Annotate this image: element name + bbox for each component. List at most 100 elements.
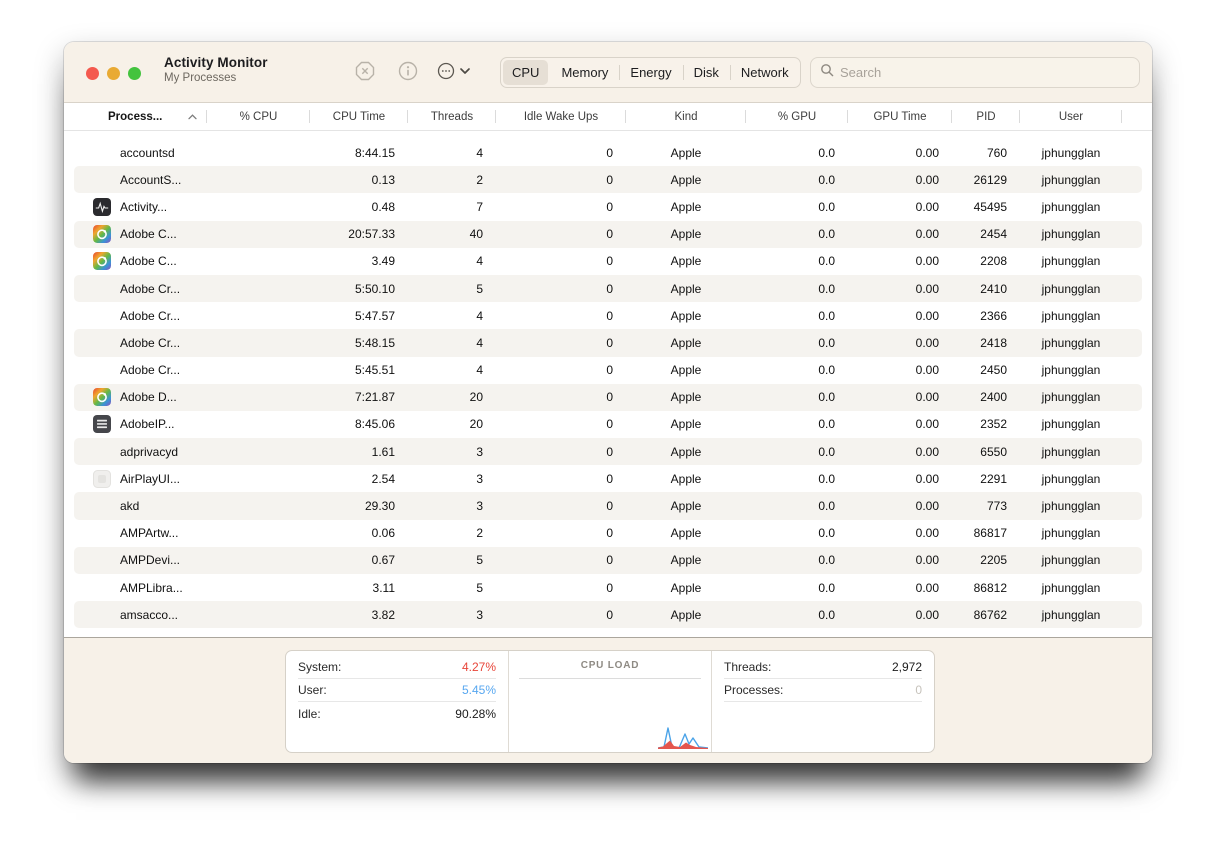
column-header-gpu[interactable]: % GPU (746, 103, 848, 130)
column-header-cpu-time[interactable]: CPU Time (310, 103, 408, 130)
process-row[interactable]: Adobe C... 3.49 4 0 Apple 0.0 0.00 2208 jphunggl… (74, 248, 1142, 275)
ellipsis-circle-chevron-icon (435, 59, 475, 88)
cell-threads: 4 (476, 254, 483, 269)
process-row[interactable]: Activity... 0.48 7 0 Apple 0.0 0.00 45495 jphung… (74, 193, 1142, 220)
process-row[interactable]: AMPArtw... 0.06 2 0 Apple 0.0 0.00 86817 jphungg… (74, 520, 1142, 547)
cell-cpu-time: 0.13 (371, 172, 395, 187)
cell-idle-wake-ups: 0 (606, 607, 613, 622)
process-row[interactable]: Adobe Cr... 5:47.57 4 0 Apple 0.0 0.00 2366 jphu… (74, 302, 1142, 329)
process-row[interactable]: Adobe D... 7:21.87 20 0 Apple 0.0 0.00 2400 jphu… (74, 383, 1142, 411)
process-name: adprivacyd (120, 444, 179, 459)
search-field[interactable] (810, 57, 1140, 88)
cell-cpu-time: 3.11 (372, 580, 395, 595)
cell-process-name: Activity... (74, 197, 207, 216)
process-row[interactable]: adprivacyd 1.61 3 0 Apple 0.0 0.00 6550 jphunggl… (74, 438, 1142, 466)
cell-idle-wake-ups: 0 (606, 308, 613, 323)
process-row[interactable]: amsacco... 3.82 3 0 Apple 0.0 0.00 86762 jphungg… (74, 601, 1142, 629)
cell-idle-wake-ups: 0 (606, 499, 613, 514)
tab-memory[interactable]: Memory (561, 65, 609, 80)
cell-idle-wake-ups: 0 (606, 526, 613, 541)
cell-kind: Apple (670, 499, 702, 514)
process-name: Adobe Cr... (120, 281, 181, 296)
column-header-kind[interactable]: Kind (626, 103, 746, 130)
activity-monitor-icon (93, 197, 111, 216)
cell-pct-gpu: 0.0 (818, 199, 835, 214)
cell-process-name: Adobe Cr... (74, 334, 207, 352)
cell-process-name: Adobe C... (74, 252, 207, 271)
cell-pid: 2410 (980, 281, 1007, 296)
zoom-button[interactable] (128, 67, 141, 80)
process-row[interactable]: AMPDevi... 0.67 5 0 Apple 0.0 0.00 2205 jphunggl… (74, 546, 1142, 574)
cell-pid: 2450 (980, 363, 1007, 378)
cell-pid: 773 (986, 499, 1007, 514)
tab-network[interactable]: Network (729, 58, 800, 87)
close-button[interactable] (86, 67, 99, 80)
process-name: Adobe Cr... (120, 308, 181, 323)
column-header-gpu-time[interactable]: GPU Time (848, 103, 952, 130)
process-name: AdobeIP... (120, 417, 175, 432)
cell-threads: 40 (469, 227, 483, 242)
stop-process-button[interactable] (351, 59, 379, 87)
column-label: CPU Time (332, 110, 386, 123)
search-input[interactable] (840, 65, 1130, 80)
actions-menu-button[interactable] (432, 59, 478, 87)
column-header-user[interactable]: User (1020, 103, 1122, 130)
process-row[interactable]: Adobe Cr... 5:48.15 4 0 Apple 0.0 0.00 2418 jphu… (74, 329, 1142, 357)
cell-kind: Apple (670, 227, 702, 242)
cell-kind: Apple (670, 390, 702, 405)
cpu-load-title: CPU LOAD (580, 660, 640, 671)
inspect-process-button[interactable] (394, 59, 422, 87)
tab-cpu[interactable]: CPU (503, 60, 549, 85)
column-header-cpu[interactable]: % CPU (207, 103, 310, 130)
cell-cpu-time: 5:50.10 (354, 281, 395, 296)
threads-processes-section: Threads: 2,972 Processes: 0 (712, 651, 934, 752)
cell-pct-gpu: 0.0 (818, 499, 835, 514)
cell-pid: 6550 (980, 444, 1007, 459)
process-row[interactable]: AdobeIP... 8:45.06 20 0 Apple 0.0 0.00 2352 jphu… (74, 411, 1142, 438)
process-row[interactable]: Adobe Cr... 5:50.10 5 0 Apple 0.0 0.00 2410 jphu… (74, 274, 1142, 303)
traffic-lights (86, 67, 141, 80)
stat-value: 5.45% (461, 683, 496, 697)
stat-label: Idle: (298, 706, 321, 721)
cell-kind: Apple (670, 553, 702, 568)
cell-idle-wake-ups: 0 (606, 281, 613, 296)
column-header-threads[interactable]: Threads (408, 103, 496, 130)
cell-idle-wake-ups: 0 (606, 580, 613, 595)
minimize-button[interactable] (107, 67, 120, 80)
process-row[interactable]: AirPlayUI... 2.54 3 0 Apple 0.0 0.00 2291 jphung… (74, 465, 1142, 492)
cell-idle-wake-ups: 0 (606, 199, 613, 214)
tab-disk[interactable]: Disk (682, 58, 730, 87)
process-name: Adobe C... (120, 227, 177, 242)
column-header-pid[interactable]: PID (952, 103, 1020, 130)
cell-process-name: AMPDevi... (74, 551, 207, 569)
process-row[interactable]: Adobe C... 20:57.33 40 0 Apple 0.0 0.00 2454 jph… (74, 220, 1142, 248)
cell-gpu-time: 0.00 (915, 390, 939, 405)
creative-cloud-icon (93, 252, 111, 271)
column-label: PID (976, 110, 996, 123)
cell-kind: Apple (670, 199, 702, 214)
process-name: AMPLibra... (120, 580, 183, 595)
cell-threads: 2 (476, 172, 483, 187)
table-header: Process... % CPU CPU Time Threads Idle Wake … (64, 103, 1152, 131)
cell-process-name: Adobe C... (74, 225, 207, 244)
column-header-idle-wake-ups[interactable]: Idle Wake Ups (496, 103, 626, 130)
process-row[interactable]: akd 29.30 3 0 Apple 0.0 0.00 773 jphungglan (74, 492, 1142, 520)
column-label: % GPU (777, 110, 817, 123)
process-name: AccountS... (120, 172, 182, 187)
stat-label: User: (298, 683, 327, 697)
none (93, 307, 111, 325)
cell-pct-gpu: 0.0 (818, 580, 835, 595)
none (93, 524, 111, 542)
process-row[interactable]: AccountS... 0.13 2 0 Apple 0.0 0.00 26129 jphung… (74, 166, 1142, 194)
cell-threads: 4 (476, 308, 483, 323)
none (93, 334, 111, 352)
cell-cpu-time: 8:45.06 (354, 417, 395, 432)
column-header-process[interactable]: Process... (74, 103, 207, 130)
process-row[interactable]: accountsd 8:44.15 4 0 Apple 0.0 0.00 760 jphungg… (74, 139, 1142, 166)
tab-energy[interactable]: Energy (619, 58, 682, 87)
adobe-ipc-icon (93, 415, 111, 434)
process-row[interactable]: AMPLibra... 3.11 5 0 Apple 0.0 0.00 86812 jphung… (74, 574, 1142, 601)
cell-process-name: Adobe Cr... (74, 280, 207, 298)
process-row[interactable]: Adobe Cr... 5:45.51 4 0 Apple 0.0 0.00 2450 jphu… (74, 357, 1142, 384)
cell-pct-gpu: 0.0 (818, 390, 835, 405)
